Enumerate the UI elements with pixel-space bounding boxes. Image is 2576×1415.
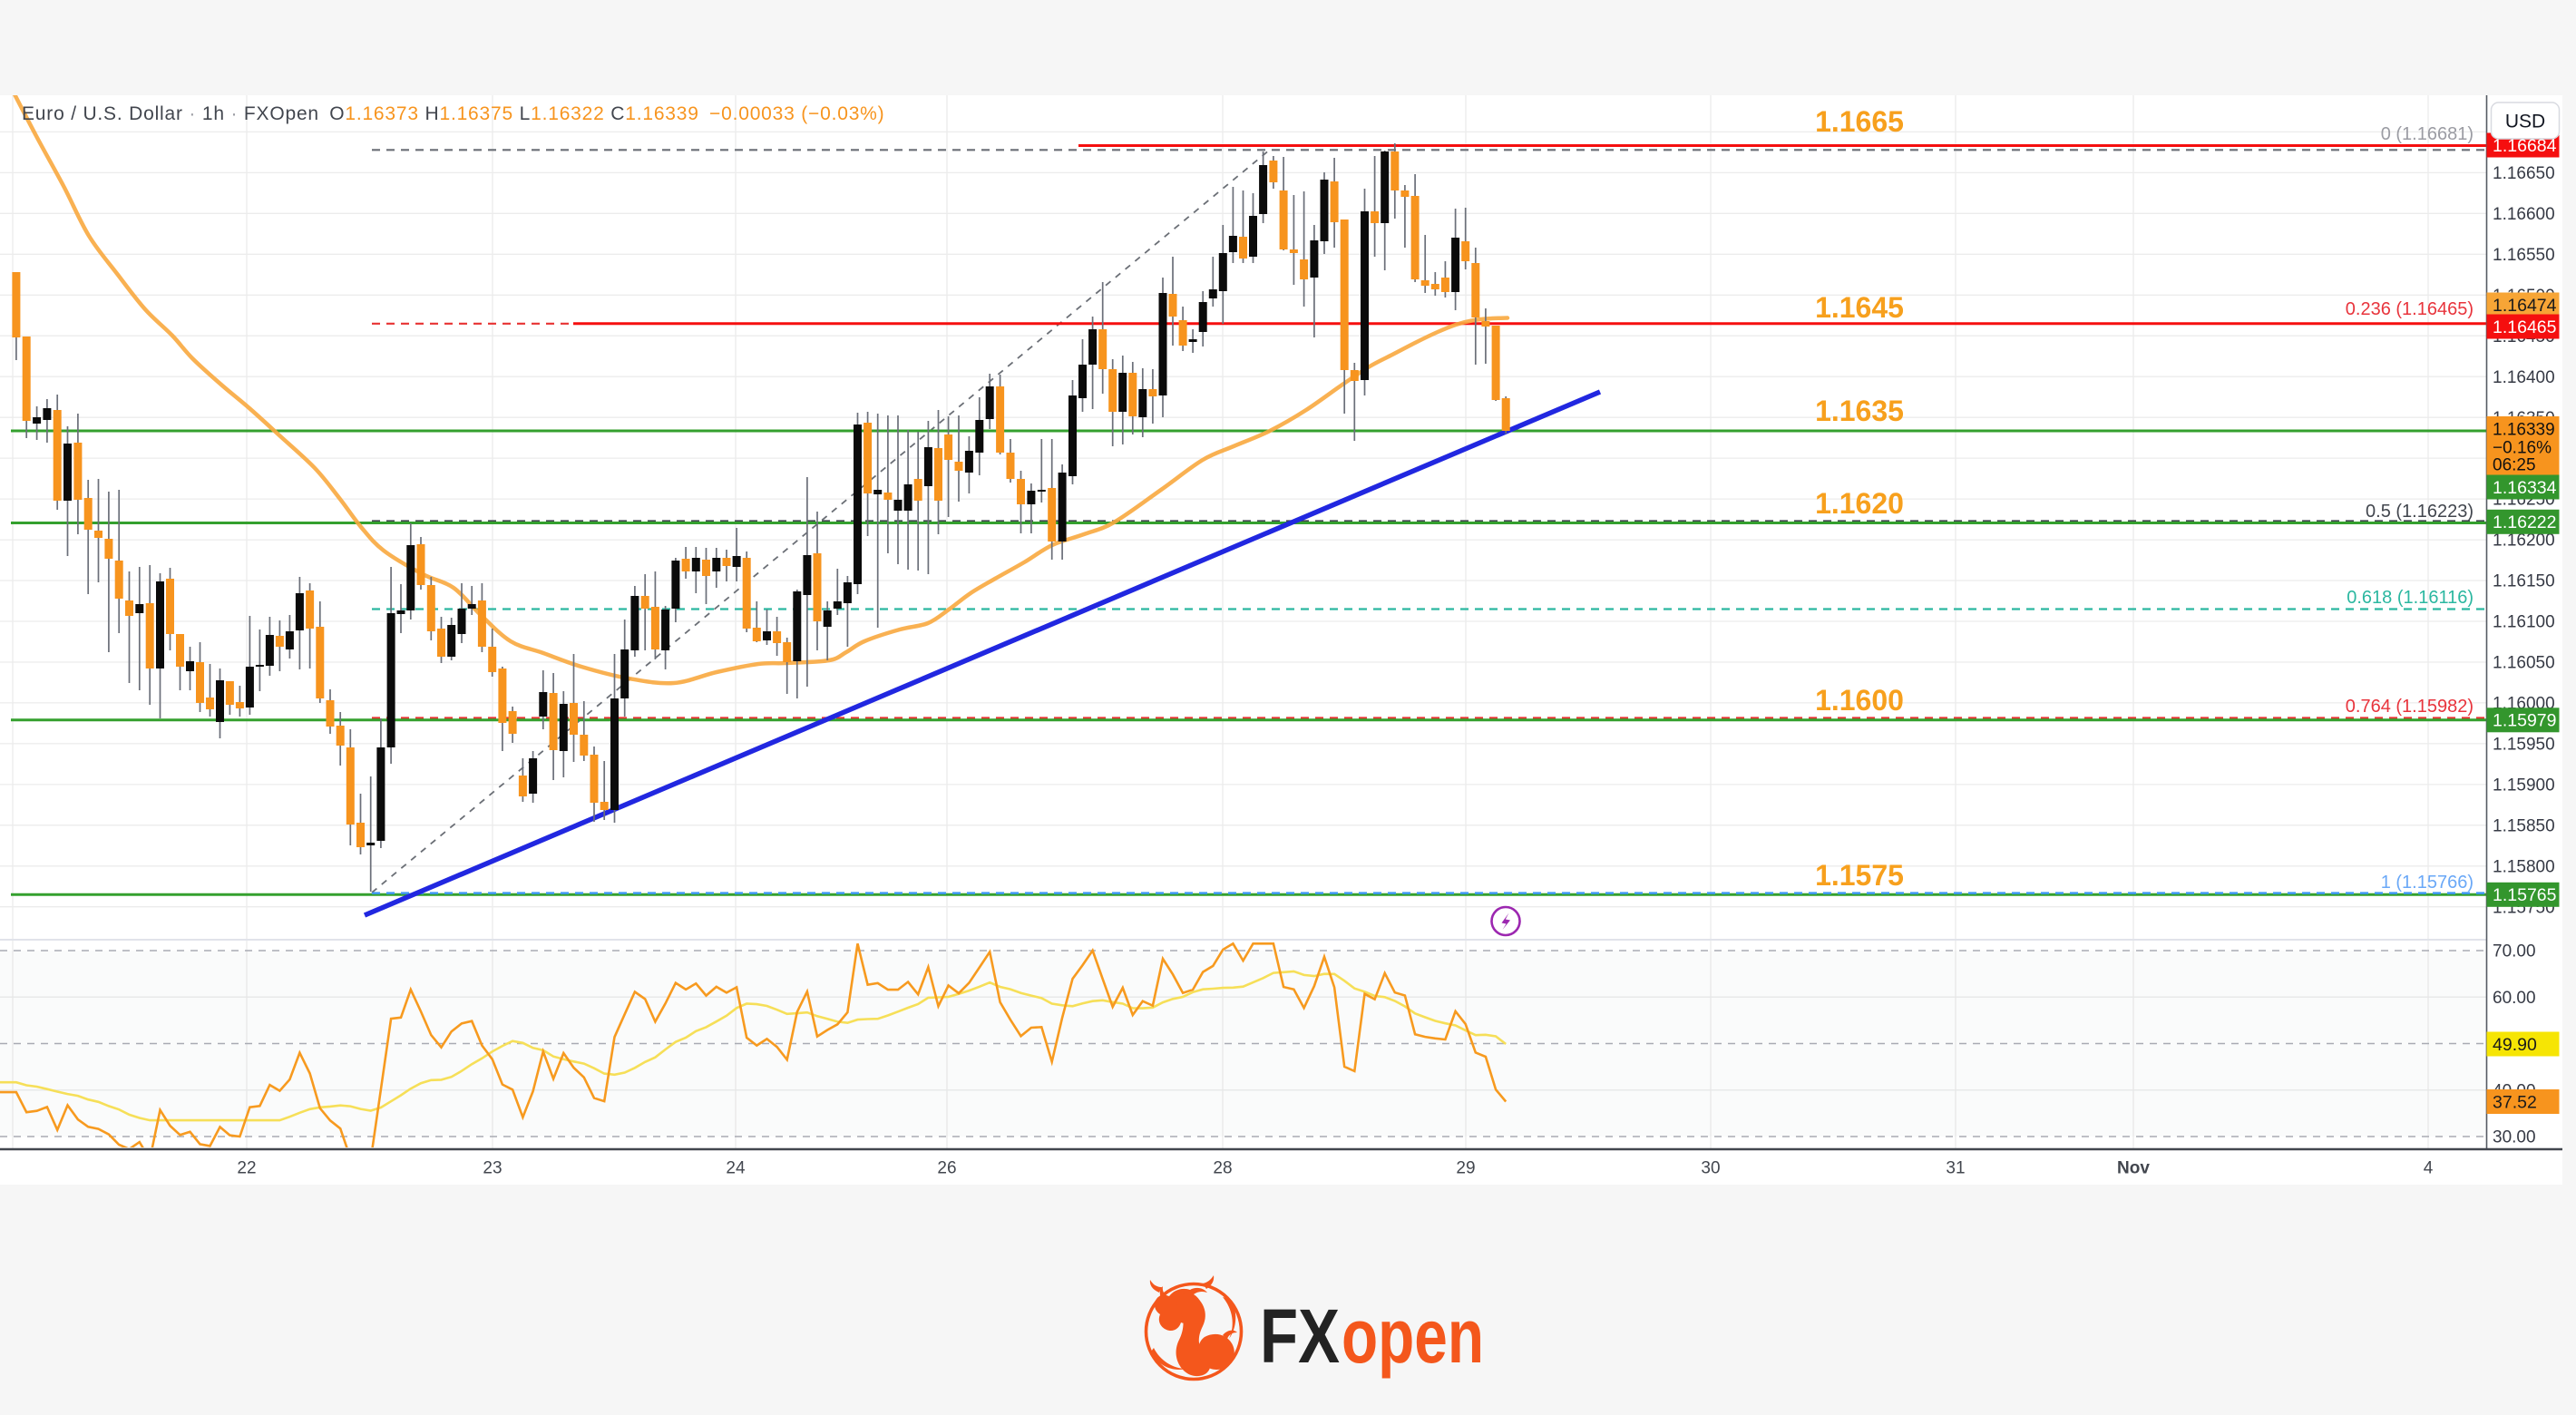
svg-text:1.15950: 1.15950 xyxy=(2493,736,2555,755)
svg-text:1.1645: 1.1645 xyxy=(1815,291,1904,324)
svg-text:1.16150: 1.16150 xyxy=(2493,572,2555,591)
svg-text:60.00: 60.00 xyxy=(2493,989,2536,1008)
svg-text:4: 4 xyxy=(2424,1159,2434,1178)
svg-text:1.16650: 1.16650 xyxy=(2493,164,2555,183)
svg-text:open: open xyxy=(1342,1293,1484,1379)
svg-text:22: 22 xyxy=(237,1159,256,1178)
svg-text:1.15765: 1.15765 xyxy=(2493,885,2557,905)
svg-text:1.16400: 1.16400 xyxy=(2493,368,2555,387)
svg-text:1.16474: 1.16474 xyxy=(2493,296,2557,316)
svg-text:0 (1.16681): 0 (1.16681) xyxy=(2381,124,2474,144)
svg-text:1 (1.15766): 1 (1.15766) xyxy=(2381,873,2474,893)
svg-text:Euro / U.S. Dollar · 1h · FXOp: Euro / U.S. Dollar · 1h · FXOpen O1.1637… xyxy=(22,103,884,124)
svg-text:1.15979: 1.15979 xyxy=(2493,711,2557,731)
svg-text:28: 28 xyxy=(1213,1159,1232,1178)
svg-text:31: 31 xyxy=(1946,1159,1965,1178)
svg-text:1.1600: 1.1600 xyxy=(1815,684,1904,717)
svg-text:1.16334: 1.16334 xyxy=(2493,478,2557,498)
svg-text:FX: FX xyxy=(1260,1293,1340,1379)
svg-text:1.1665: 1.1665 xyxy=(1815,105,1904,138)
svg-text:−0.16%: −0.16% xyxy=(2493,439,2552,458)
svg-text:1.15850: 1.15850 xyxy=(2493,817,2555,836)
svg-text:1.16684: 1.16684 xyxy=(2493,136,2557,156)
svg-text:1.16050: 1.16050 xyxy=(2493,654,2555,673)
svg-text:24: 24 xyxy=(726,1159,746,1178)
svg-text:30.00: 30.00 xyxy=(2493,1128,2536,1147)
svg-text:1.1620: 1.1620 xyxy=(1815,487,1904,520)
svg-text:0.236 (1.16465): 0.236 (1.16465) xyxy=(2346,299,2474,319)
svg-text:1.15800: 1.15800 xyxy=(2493,857,2555,876)
svg-text:1.16200: 1.16200 xyxy=(2493,532,2555,551)
svg-text:23: 23 xyxy=(483,1159,502,1178)
svg-text:0.764 (1.15982): 0.764 (1.15982) xyxy=(2346,697,2474,717)
svg-text:1.1575: 1.1575 xyxy=(1815,859,1904,892)
svg-text:USD: USD xyxy=(2505,111,2545,132)
svg-text:1.16550: 1.16550 xyxy=(2493,246,2555,265)
svg-text:1.16600: 1.16600 xyxy=(2493,205,2555,224)
svg-text:06:25: 06:25 xyxy=(2493,456,2536,475)
svg-text:29: 29 xyxy=(1456,1159,1475,1178)
svg-text:0.618 (1.16116): 0.618 (1.16116) xyxy=(2347,588,2474,608)
svg-text:49.90: 49.90 xyxy=(2493,1035,2537,1055)
svg-text:Nov: Nov xyxy=(2117,1159,2150,1178)
svg-text:1.16465: 1.16465 xyxy=(2493,317,2557,337)
svg-text:1.16222: 1.16222 xyxy=(2493,512,2557,532)
svg-text:30: 30 xyxy=(1701,1159,1720,1178)
svg-text:70.00: 70.00 xyxy=(2493,942,2536,961)
svg-text:1.16339: 1.16339 xyxy=(2493,421,2555,440)
svg-text:26: 26 xyxy=(937,1159,956,1178)
svg-text:1.15900: 1.15900 xyxy=(2493,776,2555,795)
svg-text:0.5 (1.16223): 0.5 (1.16223) xyxy=(2366,502,2474,522)
svg-text:1.1635: 1.1635 xyxy=(1815,395,1904,427)
svg-text:1.16100: 1.16100 xyxy=(2493,613,2555,632)
svg-text:37.52: 37.52 xyxy=(2493,1092,2537,1112)
